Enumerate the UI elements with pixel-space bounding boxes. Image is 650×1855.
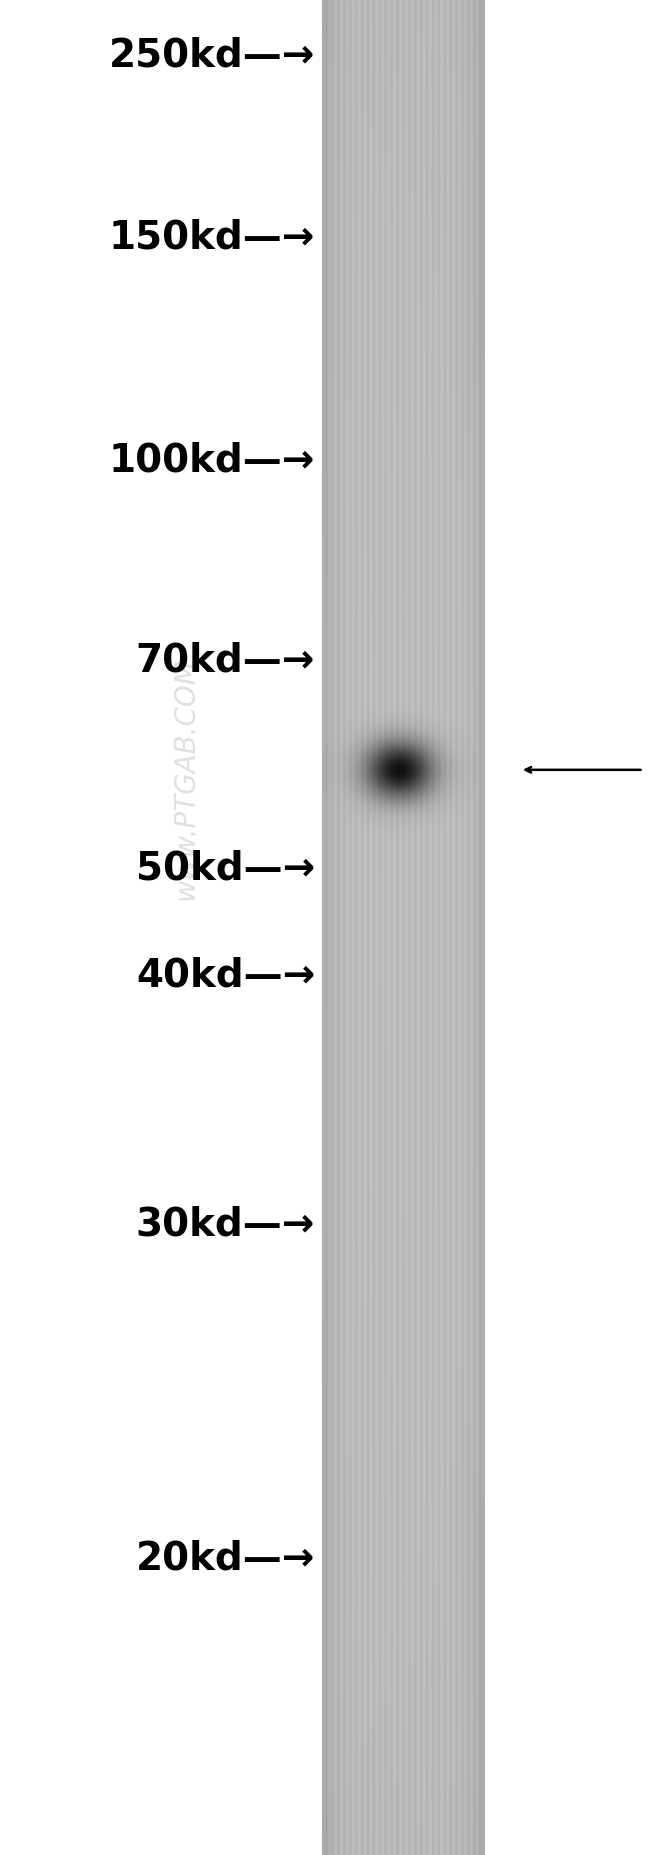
Text: 150kd—→: 150kd—→ <box>109 219 315 256</box>
Text: 40kd—→: 40kd—→ <box>136 957 315 994</box>
Text: www.PTGAB.COM: www.PTGAB.COM <box>171 659 200 900</box>
Text: 250kd—→: 250kd—→ <box>109 37 315 74</box>
Text: 50kd—→: 50kd—→ <box>136 850 315 887</box>
Text: 70kd—→: 70kd—→ <box>136 642 315 679</box>
Text: 30kd—→: 30kd—→ <box>136 1206 315 1243</box>
Text: 100kd—→: 100kd—→ <box>109 441 315 479</box>
Text: 20kd—→: 20kd—→ <box>136 1540 315 1577</box>
